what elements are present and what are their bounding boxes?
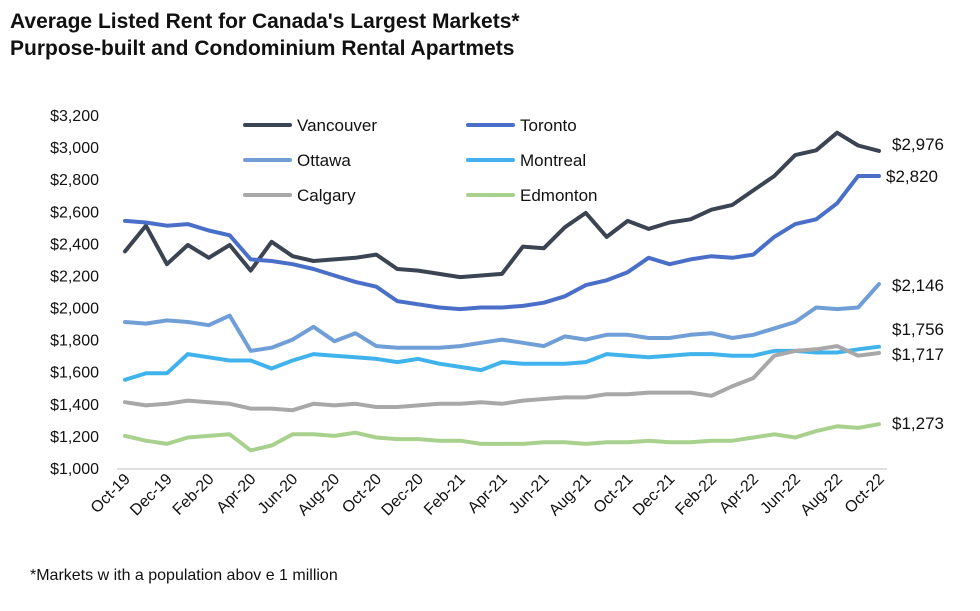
series-line-ottawa (123, 282, 881, 353)
x-tick-label: Apr-21 (465, 471, 511, 517)
x-tick-label: Oct-21 (591, 471, 637, 517)
x-tick-label: Oct-20 (339, 471, 385, 517)
chart-title: Average Listed Rent for Canada's Largest… (10, 8, 520, 62)
legend-label-vancouver: Vancouver (297, 116, 377, 135)
x-tick-label: Aug-20 (295, 471, 344, 520)
y-tick-label: $2,600 (50, 204, 99, 221)
legend-label-edmonton: Edmonton (520, 186, 598, 205)
end-label-vancouver: $2,976 (892, 135, 944, 154)
y-tick-label: $3,000 (50, 140, 99, 157)
x-tick-label: Feb-20 (170, 471, 218, 519)
y-tick-label: $1,000 (50, 461, 99, 478)
y-tick-label: $2,400 (50, 236, 99, 253)
y-tick-label: $3,200 (50, 108, 99, 125)
x-tick-label: Apr-22 (716, 471, 762, 517)
end-label-ottawa: $2,146 (892, 276, 944, 295)
x-tick-label: Jun-21 (506, 471, 553, 518)
x-tick-label: Aug-21 (546, 471, 595, 520)
legend-label-toronto: Toronto (520, 116, 577, 135)
x-tick-label: Dec-19 (127, 471, 176, 520)
x-tick-label: Feb-22 (672, 471, 720, 519)
series-line-calgary (123, 344, 881, 413)
y-tick-label: $1,400 (50, 397, 99, 414)
legend: Vancouver Toronto Ottawa Montreal Calgary Edm… (243, 116, 598, 205)
x-tick-label: Aug-22 (797, 471, 846, 520)
series-line-vancouver (123, 130, 881, 280)
footnote: *Markets w ith a population abov e 1 mil… (30, 567, 338, 584)
x-tick-label: Jun-20 (255, 471, 302, 518)
x-tick-label: Dec-20 (379, 471, 428, 520)
series-line-toronto (123, 174, 881, 312)
chart-title-line-2: Purpose-built and Condominium Rental Apa… (10, 37, 515, 60)
series-line-edmonton (123, 422, 881, 453)
x-tick-label: Apr-20 (214, 471, 260, 517)
x-axis: Oct-19Dec-19Feb-20Apr-20Jun-20Aug-20Oct-… (88, 468, 888, 520)
end-label-edmonton: $1,273 (892, 414, 944, 433)
x-tick-label: Feb-21 (421, 471, 469, 519)
y-tick-label: $1,600 (50, 365, 99, 382)
y-tick-label: $1,800 (50, 333, 99, 350)
end-labels: $2,976 $2,820 $2,146 $1,756 $1,717 $1,273 (886, 135, 944, 433)
x-tick-label: Oct-22 (842, 471, 888, 517)
end-label-calgary: $1,717 (892, 345, 944, 364)
x-tick-label: Jun-22 (757, 471, 804, 518)
chart-title-line-1: Average Listed Rent for Canada's Largest… (10, 10, 520, 33)
x-tick-label: Dec-21 (630, 471, 679, 520)
y-tick-label: $2,000 (50, 301, 99, 318)
end-label-toronto: $2,820 (886, 167, 938, 186)
legend-label-ottawa: Ottawa (297, 151, 351, 170)
y-tick-label: $1,200 (50, 429, 99, 446)
y-axis: $1,000 $1,200 $1,400 $1,600 $1,800 $2,000 $2,2… (50, 108, 99, 478)
end-label-montreal: $1,756 (892, 320, 944, 339)
legend-label-montreal: Montreal (520, 151, 586, 170)
series-lines (123, 130, 881, 453)
y-tick-label: $2,800 (50, 172, 99, 189)
y-tick-label: $2,200 (50, 268, 99, 285)
series-line-montreal (123, 344, 881, 382)
legend-label-calgary: Calgary (297, 186, 356, 205)
